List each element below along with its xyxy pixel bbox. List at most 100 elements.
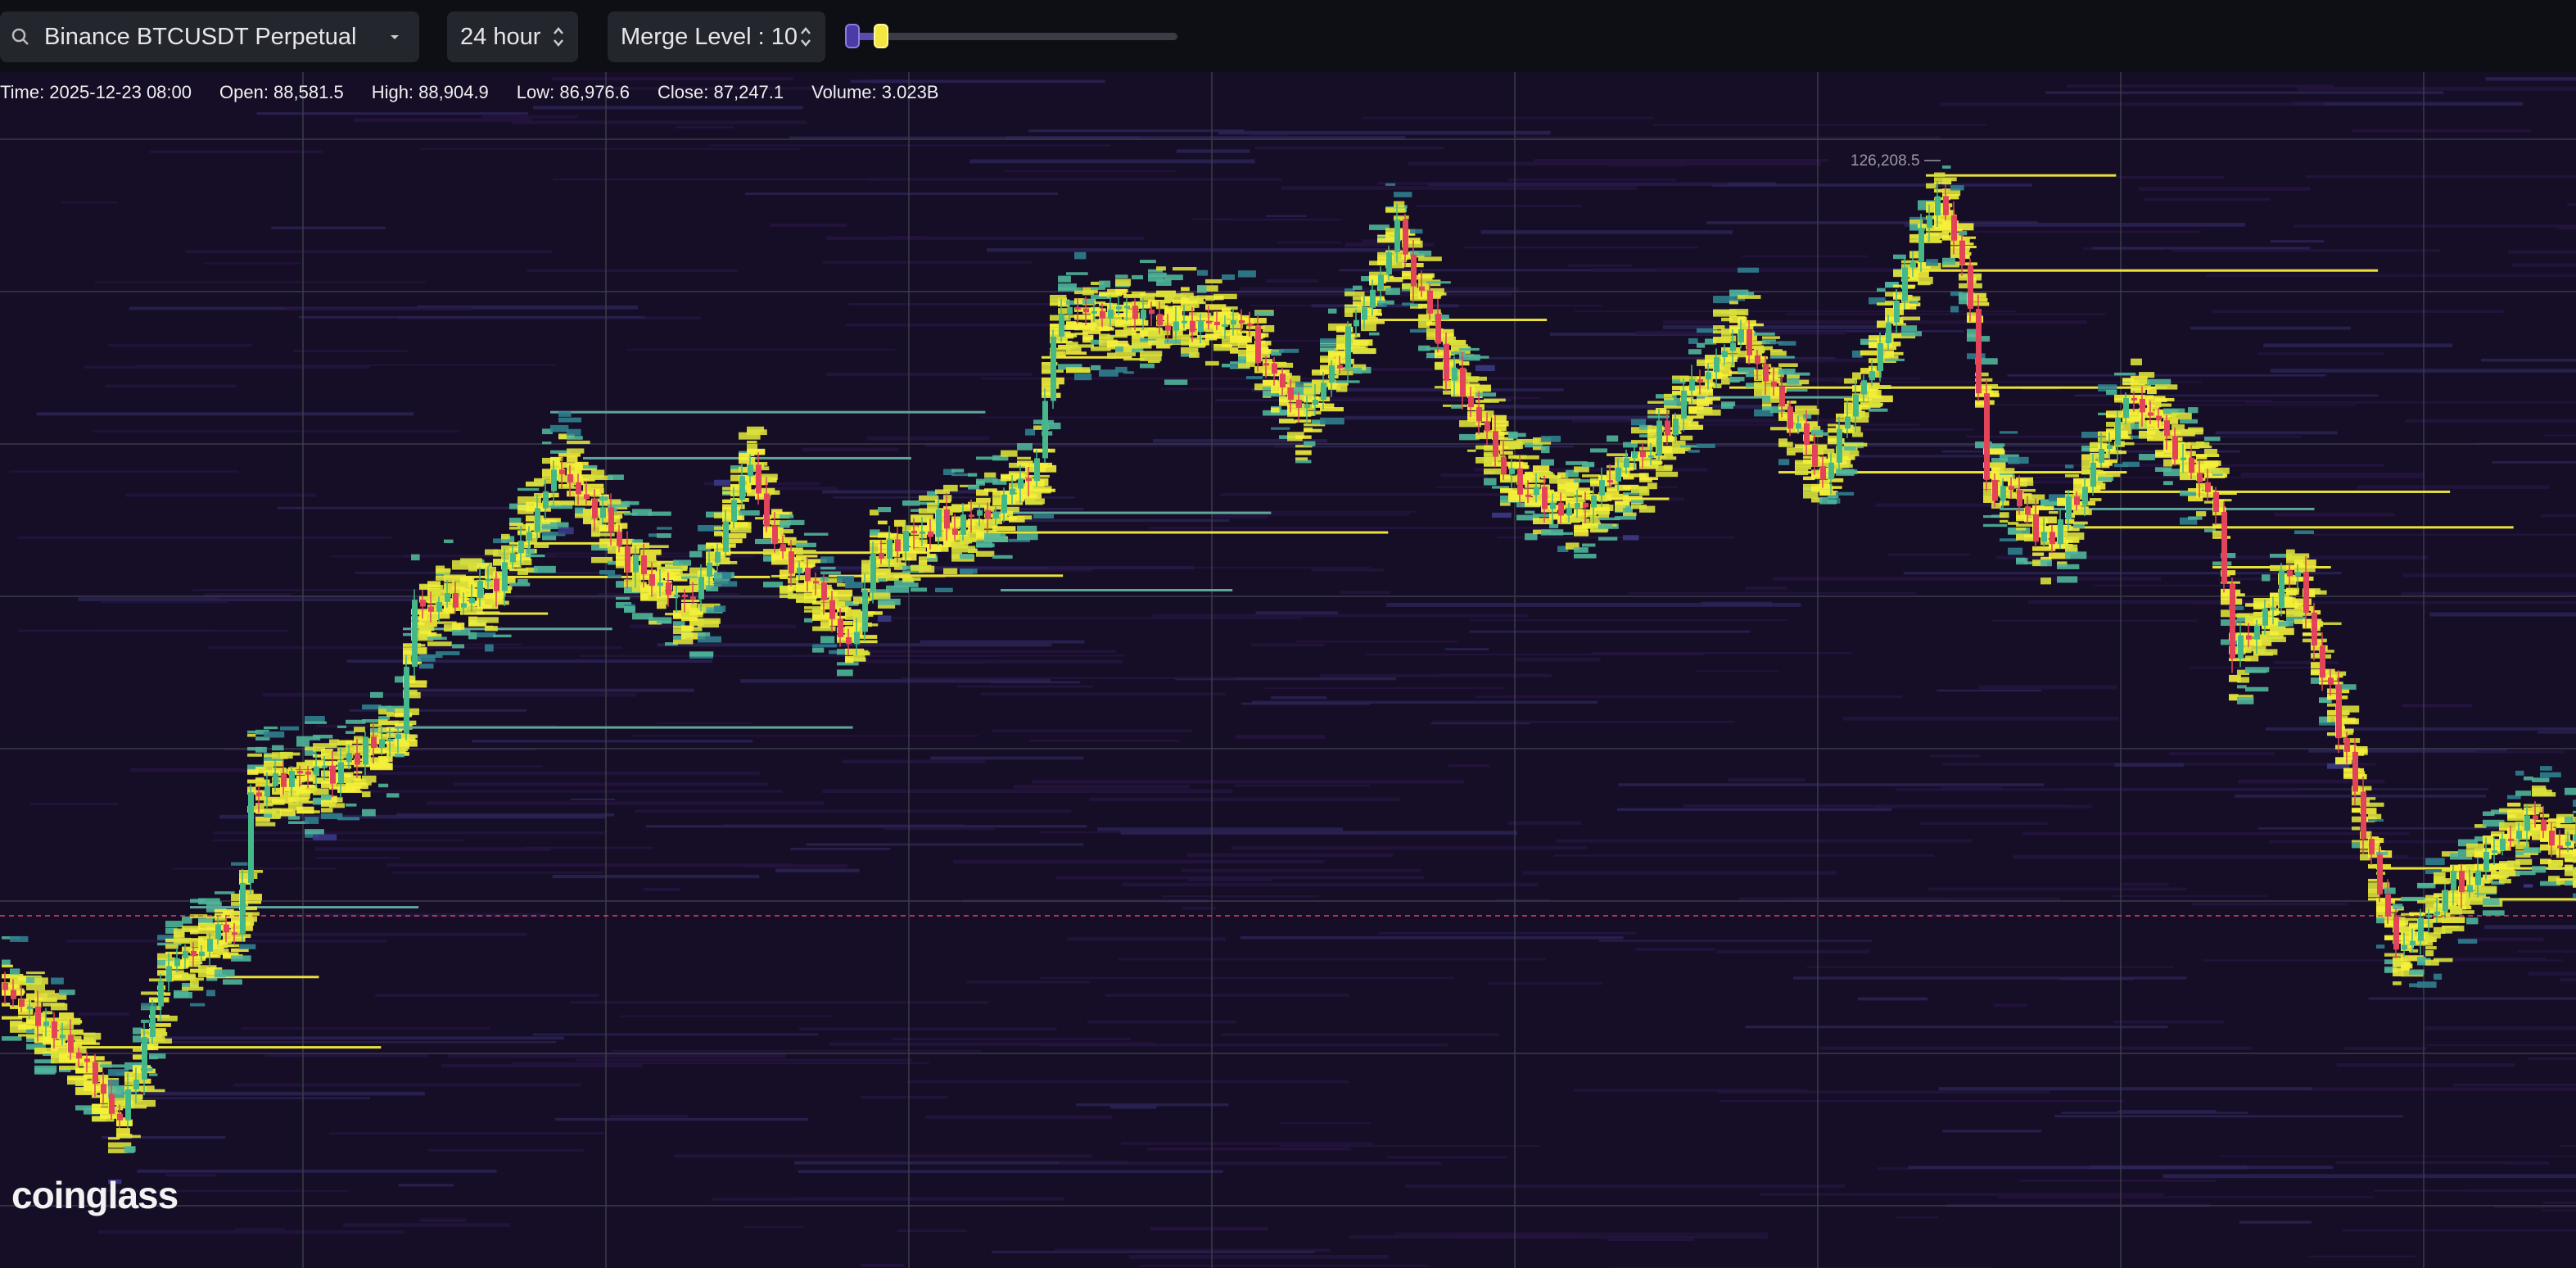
heat-faint [2212, 310, 2504, 313]
heat-faint [850, 79, 1105, 84]
heat-cell [1017, 456, 1032, 460]
symbol-select[interactable]: Binance BTCUSDT Perpetual [0, 11, 419, 62]
candle-body [2213, 491, 2219, 513]
range-select[interactable]: 24 hour [447, 11, 578, 62]
heat-cell [1877, 355, 1899, 360]
heat-cell [190, 1003, 206, 1007]
range-slider[interactable] [842, 18, 1186, 54]
heat-cell [2106, 421, 2123, 428]
candle-body [379, 739, 385, 749]
heat-cell [174, 960, 190, 968]
heat-cell [1230, 328, 1242, 336]
heat-cell [280, 752, 301, 756]
heat-cell [1549, 477, 1558, 484]
candle-body [1787, 406, 1793, 429]
heat-cell [108, 1080, 120, 1086]
heat-faint [980, 692, 1227, 695]
heat-cell [1385, 208, 1404, 212]
heat-cell [2098, 473, 2121, 478]
heat-faint [2004, 480, 2077, 484]
heat-cell [239, 900, 262, 904]
heat-cell [2270, 619, 2280, 625]
heat-faint [149, 150, 323, 153]
heat-cell [820, 556, 834, 564]
heat-cell [26, 1025, 51, 1030]
heat-cell [1385, 261, 1404, 269]
heat-cell [1328, 383, 1339, 389]
heat-cell [894, 563, 907, 570]
heat-faint [375, 994, 599, 998]
candle-body [1845, 416, 1851, 429]
heat-cell [2114, 372, 2136, 376]
heat-cell [1418, 345, 1430, 351]
heat-cell [362, 791, 371, 798]
heat-cell [2188, 475, 2200, 480]
heat-faint [2240, 472, 2425, 477]
heat-cell [1508, 432, 1526, 437]
candle-body [1034, 458, 1040, 482]
heat-faint [1507, 821, 1582, 825]
candle-body [2238, 635, 2244, 659]
slider-handle-right[interactable] [874, 24, 888, 48]
heat-cell [681, 632, 706, 640]
candle-body [477, 581, 483, 598]
heat-cell [59, 1012, 75, 1020]
heat-cell [231, 955, 251, 962]
heat-cell [526, 515, 544, 522]
heat-cell [1574, 554, 1597, 559]
heat-cell [1238, 340, 1248, 346]
heat-cell [2147, 419, 2162, 427]
heat-cell [1156, 279, 1172, 286]
heat-cell [1738, 337, 1754, 345]
heat-cell [1869, 408, 1888, 412]
heat-cell [796, 542, 816, 548]
heat-cell [1909, 220, 1923, 225]
heat-cell [1942, 188, 1961, 197]
candle-body [224, 924, 229, 933]
heat-cell [2515, 870, 2536, 876]
heat-cell [1533, 493, 1550, 501]
heat-cell [182, 973, 196, 980]
heat-cell [976, 497, 991, 503]
heat-cell [215, 949, 229, 955]
heat-cell [1205, 304, 1227, 310]
heat-cell [583, 483, 604, 488]
heat-cell [2098, 384, 2117, 392]
heat-cell [1598, 517, 1620, 521]
heat-cell [1181, 324, 1190, 330]
heat-cell [517, 550, 531, 557]
heat-cell [10, 968, 20, 975]
heat-faint [1653, 124, 1986, 126]
heat-faint [271, 226, 386, 229]
heat-cell [1901, 264, 1912, 270]
heat-cell [1590, 507, 1610, 515]
candle-body [1370, 289, 1376, 308]
heat-faint [1161, 894, 1319, 898]
heat-cell [1148, 275, 1164, 282]
heat-cell [2425, 909, 2438, 914]
heat-cell [157, 992, 171, 996]
heat-cell [2040, 559, 2052, 567]
merge-select[interactable]: Merge Level : 10 [608, 11, 825, 62]
heat-cell [370, 723, 382, 727]
candle-body [1517, 468, 1523, 495]
liquidity-line [1778, 471, 2127, 474]
heat-cell [395, 739, 418, 747]
heat-cell [1091, 365, 1101, 371]
heat-faint [1029, 739, 1181, 742]
heat-cell [1271, 407, 1280, 413]
heat-cell [526, 523, 542, 531]
heat-faint [610, 1115, 689, 1118]
liquidity-line [1369, 319, 1548, 322]
heat-cell [1582, 522, 1601, 528]
heat-faint [1745, 1026, 2168, 1029]
heat-cell [206, 989, 215, 997]
slider-handle-left[interactable] [845, 24, 860, 48]
heat-cell [960, 506, 971, 512]
heat-cell [436, 597, 445, 603]
heat-cell [1484, 398, 1506, 402]
candle-body [60, 1035, 66, 1039]
heat-cell [640, 562, 662, 568]
heat-cell [1541, 473, 1555, 478]
heat-cell [1336, 343, 1347, 351]
